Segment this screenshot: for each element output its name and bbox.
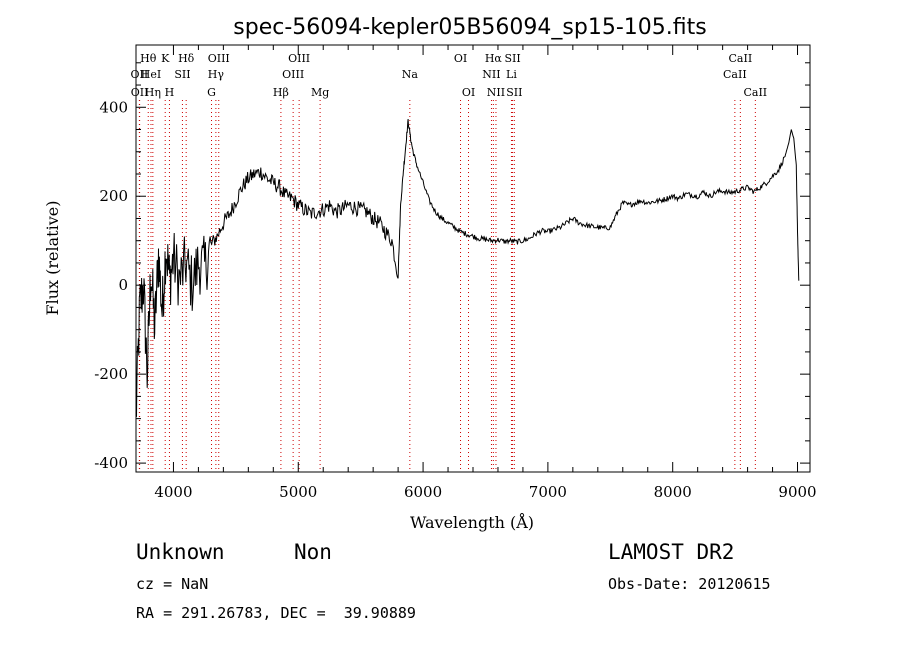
spectral-line-label: Hγ <box>208 68 225 81</box>
spectral-line-label: Na <box>402 68 419 81</box>
plot-frame <box>135 44 811 473</box>
spectral-line-label: NII <box>482 68 500 81</box>
spectral-line-label: Hδ <box>178 52 195 65</box>
spectral-line-label: Li <box>506 68 517 81</box>
spectral-line-label: OI <box>454 52 467 65</box>
spectral-line-label: Hβ <box>273 86 289 99</box>
spectrum-line <box>135 118 800 417</box>
x-tick-label: 5000 <box>279 483 317 501</box>
spectral-line-label: K <box>161 52 170 65</box>
spectral-line-label: SII <box>506 86 522 99</box>
spectral-line-label: OII <box>131 86 149 99</box>
x-tick-label: 4000 <box>154 483 192 501</box>
y-tick-label: 0 <box>118 276 128 294</box>
y-tick-label: -200 <box>94 365 128 383</box>
spectral-line-label: Mg <box>311 86 329 99</box>
survey-label: LAMOST DR2 <box>608 540 735 564</box>
spectral-line-label: SII <box>174 68 190 81</box>
subclass-label: Non <box>294 540 332 564</box>
spectral-line-label: OI <box>462 86 475 99</box>
x-tick-label: 9000 <box>778 483 816 501</box>
spectral-line-label: SII <box>504 52 520 65</box>
axis-ticks <box>136 45 810 472</box>
obs-date-text: Obs-Date: 20120615 <box>608 575 771 593</box>
spectral-line-label: OII <box>131 68 149 81</box>
spectral-line-label: CaII <box>743 86 767 99</box>
x-tick-label: 8000 <box>654 483 692 501</box>
spectral-line-label: Hα <box>485 52 503 65</box>
spectral-line-label: OIII <box>208 52 230 65</box>
radec-text: RA = 291.26783, DEC = 39.90889 <box>136 604 416 622</box>
spectral-line-label: HeI <box>141 68 161 81</box>
y-tick-label: 400 <box>99 98 128 116</box>
spectral-line-label: Hη <box>145 86 161 99</box>
spectral-line-label: CaII <box>723 68 747 81</box>
spectral-line-label: NII <box>487 86 505 99</box>
cz-text: cz = NaN <box>136 575 209 593</box>
x-tick-labels: 4000 5000 6000 7000 8000 9000 <box>154 483 816 501</box>
x-tick-label: 7000 <box>529 483 567 501</box>
spectral-line-label: G <box>207 86 216 99</box>
y-tick-labels: -400 -200 0 200 400 <box>94 98 128 472</box>
y-axis-label: Flux (relative) <box>43 201 62 316</box>
x-tick-label: 6000 <box>404 483 442 501</box>
spectral-line-label: Hθ <box>140 52 157 65</box>
spectral-line-labels: OII OII Hθ HeI Hη K SII H Hδ OIII Hγ G Hβ OIII OIII Mg N… <box>131 52 768 99</box>
spectral-line-label: H <box>165 86 175 99</box>
y-tick-label: -400 <box>94 454 128 472</box>
chart-title: spec-56094-kepler05B56094_sp15-105.fits <box>233 15 706 40</box>
y-tick-label: 200 <box>99 187 128 205</box>
class-label: Unknown <box>136 540 225 564</box>
spectral-line-label: OIII <box>282 68 304 81</box>
spectral-line-label: CaII <box>729 52 753 65</box>
x-axis-label: Wavelength (Å) <box>410 512 534 532</box>
spectral-line-markers <box>138 100 756 472</box>
spectral-line-label: OIII <box>288 52 310 65</box>
